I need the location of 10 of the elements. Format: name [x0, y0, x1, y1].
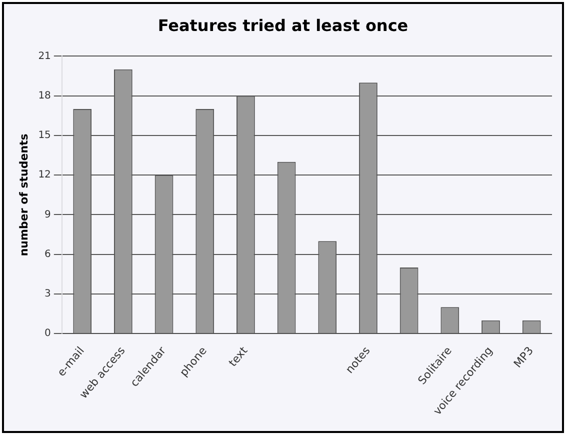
- y-tick-label: 21: [38, 50, 51, 62]
- y-tick-label: 9: [44, 209, 51, 220]
- y-tick-label: 3: [44, 288, 51, 300]
- y-tick-label: 12: [38, 170, 51, 181]
- y-tick-label: 15: [38, 130, 51, 142]
- y-axis-title: number of students: [17, 133, 30, 256]
- y-tick-label: 0: [44, 328, 51, 340]
- chart-title: Features tried at least once: [158, 16, 408, 35]
- y-tick-label: 18: [38, 90, 51, 102]
- y-tick-label: 6: [44, 248, 51, 260]
